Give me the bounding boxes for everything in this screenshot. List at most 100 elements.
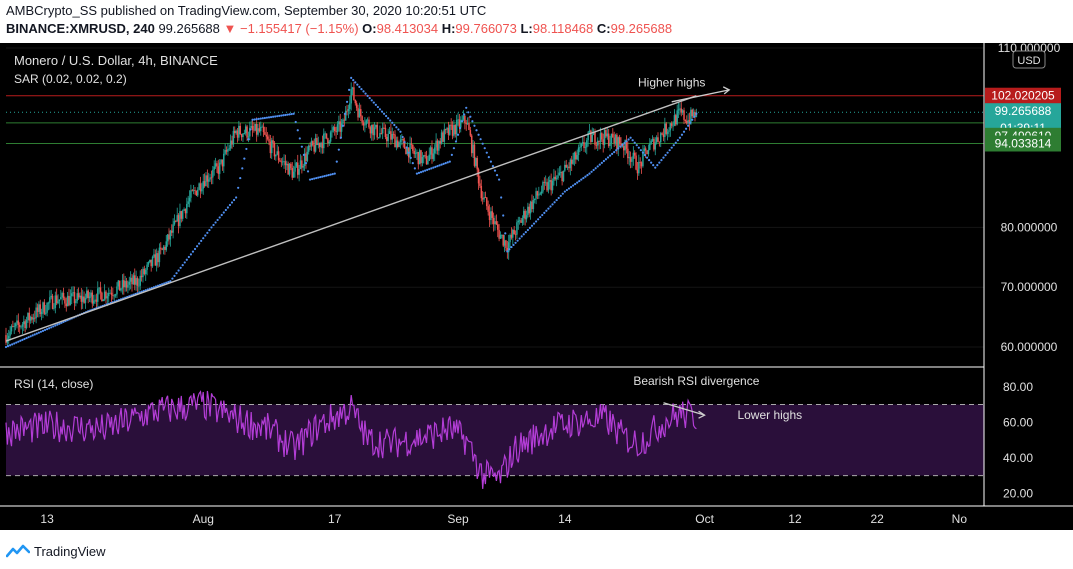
candle-body — [684, 119, 687, 122]
candle-body — [477, 169, 480, 184]
sar-dot — [218, 216, 221, 219]
candle-body — [599, 133, 602, 142]
candle-body — [116, 286, 118, 295]
sar-dot — [419, 171, 423, 174]
candle-body — [132, 275, 135, 285]
candle-body — [647, 149, 650, 155]
sar-dot — [483, 147, 486, 150]
chart-area[interactable]: Higher highs Monero / U.S. Dollar, 4h, B… — [0, 43, 1073, 530]
candle-body — [542, 182, 544, 192]
candle-body — [635, 155, 637, 170]
candle-body — [425, 155, 428, 165]
sar-dot — [401, 135, 404, 139]
candle-body — [418, 150, 421, 165]
sar-dot — [302, 153, 306, 157]
candle-body — [601, 133, 603, 140]
rsi-axis[interactable]: 20.00 40.00 60.00 80.00 — [1003, 380, 1033, 501]
candle-body — [64, 298, 66, 304]
sar-dot — [477, 133, 480, 136]
sar-dot — [228, 203, 232, 207]
sar-dot — [654, 166, 657, 169]
candle-body — [650, 140, 652, 144]
candle-body — [176, 215, 178, 222]
candle-body — [318, 143, 321, 148]
candle-body — [487, 206, 489, 212]
candle-body — [51, 295, 54, 309]
sar-dot — [259, 117, 262, 120]
candle-body — [657, 137, 659, 142]
sar-dot — [629, 136, 632, 139]
candle-body — [191, 190, 194, 192]
sar-dot — [393, 123, 396, 127]
sar-dot — [224, 208, 227, 212]
rsi-tick-label: 80.00 — [1003, 380, 1033, 394]
candle-body — [688, 120, 691, 124]
sar-dot — [247, 138, 250, 141]
sar-dot — [547, 207, 550, 210]
candle-body — [533, 198, 536, 201]
candle-body — [513, 229, 515, 235]
candle-body — [321, 142, 324, 149]
candle-body — [143, 268, 146, 274]
sar-dot — [454, 140, 458, 143]
footer: TradingView — [6, 541, 106, 561]
candle-body — [239, 125, 241, 135]
candle-body — [658, 141, 661, 143]
candle-body — [405, 148, 407, 155]
sar-dot — [500, 196, 503, 199]
sar-dot — [590, 170, 593, 173]
candle-body — [620, 143, 622, 147]
sar-dot — [200, 239, 203, 242]
candle-body — [39, 304, 41, 315]
candle-body — [87, 290, 89, 299]
candle-body — [410, 143, 413, 145]
candle-body — [309, 145, 311, 147]
sar-dot — [395, 126, 398, 129]
price-axis[interactable]: 60.000000 70.000000 80.000000 110.000000 — [998, 43, 1061, 354]
sar-dot — [202, 237, 205, 240]
candle-body — [135, 278, 137, 285]
candle-body — [347, 109, 350, 111]
candle-body — [583, 142, 585, 148]
sar-dot — [613, 150, 616, 154]
candle-body — [506, 247, 509, 253]
sar-dot — [660, 159, 663, 162]
candle-body — [246, 126, 248, 138]
candle-body — [295, 162, 298, 167]
sar-dot — [294, 120, 297, 124]
candle-body — [58, 299, 61, 302]
candle-body — [7, 335, 10, 339]
price-pane[interactable] — [6, 45, 984, 365]
sar-dot — [175, 272, 178, 275]
candle-body — [50, 295, 52, 298]
candle-body — [468, 123, 470, 131]
candle-body — [113, 295, 115, 297]
candle-body — [314, 137, 317, 152]
candle-body — [570, 159, 573, 164]
time-tick-label: 22 — [870, 512, 884, 526]
currency-button[interactable]: USD — [1012, 50, 1046, 69]
candle-body — [444, 129, 447, 131]
candle-body — [691, 109, 693, 117]
time-axis[interactable]: 13 Aug 17 Sep 14 Oct 12 22 No — [40, 512, 967, 526]
publish-info: AMBCrypto_SS published on TradingView.co… — [6, 3, 487, 18]
candle-body — [414, 153, 417, 155]
sar-dot — [656, 164, 659, 167]
sar-dot — [33, 333, 36, 336]
candle-body — [559, 172, 562, 173]
sar-dot — [41, 329, 45, 333]
sar-dot — [52, 325, 55, 328]
candle-body — [484, 197, 487, 199]
candle-body — [236, 130, 239, 138]
sar-dot — [405, 146, 408, 149]
candle-body — [149, 259, 151, 263]
sar-dot — [214, 221, 217, 224]
candle-body — [286, 163, 288, 166]
candle-body — [162, 246, 165, 250]
lower-highs-arrow — [663, 402, 705, 416]
candle-body — [455, 119, 458, 135]
sar-dot — [403, 141, 406, 144]
candle-body — [677, 109, 680, 111]
candle-body — [110, 292, 113, 295]
close-label: C: — [596, 21, 611, 36]
